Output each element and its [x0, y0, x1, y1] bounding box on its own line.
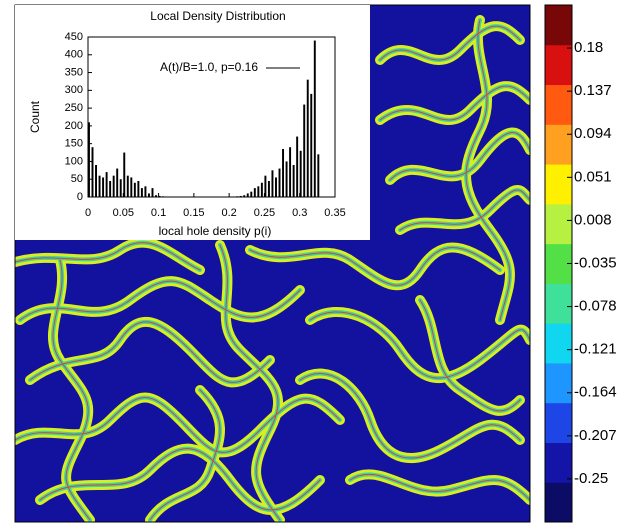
hist-bar: [246, 193, 249, 197]
hist-bar: [306, 79, 309, 197]
hist-bar: [296, 136, 299, 197]
legend-label: A(t)/B=1.0, p=0.16: [160, 60, 258, 74]
colorbar-band: [545, 482, 572, 523]
hist-bar: [253, 188, 256, 197]
hist-bar: [105, 172, 108, 197]
hist-bar: [271, 170, 274, 197]
hist-bar: [292, 165, 295, 197]
hist-bar: [126, 175, 129, 197]
hist-bar: [282, 149, 285, 197]
y-tick-label: 450: [65, 31, 83, 43]
hist-bar: [88, 122, 90, 197]
hist-title: Local Density Distribution: [150, 9, 285, 23]
inset-histogram: Local Density Distribution Count local h…: [15, 5, 370, 240]
hist-bar: [112, 175, 115, 197]
hist-bar: [147, 193, 150, 197]
colorbar-tick-label: 0.008: [574, 211, 612, 228]
hist-bar: [317, 154, 320, 197]
y-tick-label: 0: [77, 191, 83, 203]
hist-bar: [102, 177, 105, 197]
x-tick-label: 0.3: [292, 207, 307, 219]
x-tick-label: 0.35: [324, 207, 345, 219]
hist-bar: [133, 182, 136, 197]
y-tick-label: 150: [65, 138, 83, 150]
y-tick-label: 100: [65, 155, 83, 167]
x-tick-label: 0: [85, 207, 91, 219]
colorbar: -0.25 -0.207 -0.164 -0.121 -0.078 -0.035 0.008…: [544, 4, 617, 523]
hist-bar: [313, 40, 316, 197]
colorbar-tick-label: 0.094: [574, 125, 612, 142]
colorbar-band: [545, 442, 572, 483]
hist-bar: [278, 168, 281, 197]
y-tick-label: 300: [65, 84, 83, 96]
x-tick-label: 0.1: [151, 207, 166, 219]
hist-bar: [264, 175, 267, 197]
colorbar-tick-label: 0.051: [574, 168, 612, 185]
hist-bar: [91, 147, 94, 197]
hist-bar: [303, 104, 306, 197]
colorbar-band: [545, 124, 572, 165]
hist-bar: [109, 181, 112, 197]
hist-bar: [151, 188, 154, 197]
hist-bar: [236, 196, 239, 197]
hist-bar: [289, 147, 292, 197]
y-tick-label: 400: [65, 49, 83, 61]
colorbar-tick-label: -0.25: [574, 470, 608, 487]
hist-bar: [239, 195, 242, 197]
hist-bar: [116, 168, 119, 197]
y-tick-label: 250: [65, 102, 83, 114]
colorbar-tick-label: -0.207: [574, 427, 617, 444]
x-tick-label: 0.15: [183, 207, 204, 219]
colorbar-tick-label: -0.121: [574, 341, 617, 358]
y-tick-label: 350: [65, 66, 83, 78]
y-axis-label: Count: [28, 100, 42, 133]
colorbar-tick-label: 0.137: [574, 82, 612, 99]
colorbar-band: [545, 323, 572, 364]
hist-bar: [243, 195, 246, 197]
colorbar-band: [545, 362, 572, 404]
hist-bar: [155, 195, 157, 197]
hist-bar: [285, 161, 288, 197]
hist-bar: [310, 93, 313, 197]
x-tick-label: 0.25: [254, 207, 275, 219]
colorbar-tick-label: -0.078: [574, 298, 617, 315]
hist-bar: [119, 179, 122, 197]
colorbar-band: [545, 164, 572, 205]
hist-bar: [250, 191, 253, 197]
hist-bar: [95, 165, 97, 197]
hist-bar: [158, 195, 161, 197]
colorbar-band: [545, 84, 572, 125]
colorbar-band: [545, 283, 572, 324]
colorbar-band: [545, 44, 572, 86]
colorbar-band: [545, 402, 572, 443]
hist-bar: [162, 196, 165, 197]
hist-bar: [130, 177, 133, 197]
colorbar-tick-label: -0.164: [574, 384, 617, 401]
plot-frame: [87, 36, 336, 198]
colorbar-tick-label: -0.035: [574, 254, 617, 271]
hist-bar: [275, 177, 277, 197]
x-tick-label: 0.2: [221, 207, 236, 219]
hist-bar: [137, 181, 140, 197]
y-tick-label: 200: [65, 120, 83, 132]
hist-bar: [267, 181, 270, 197]
hist-bar: [257, 186, 260, 197]
hist-bar: [260, 182, 263, 197]
colorbar-band: [545, 203, 572, 245]
colorbar-tick-label: 0.18: [574, 39, 603, 56]
hist-bar: [123, 152, 126, 197]
hist-bar: [144, 186, 147, 197]
x-axis-label: local hole density p(i): [159, 224, 272, 238]
hist-bar: [98, 175, 101, 197]
x-tick-label: 0.05: [113, 207, 134, 219]
hist-bar: [140, 188, 143, 197]
colorbar-band: [545, 5, 572, 46]
hist-bar: [299, 150, 302, 197]
y-tick-label: 50: [71, 173, 83, 185]
